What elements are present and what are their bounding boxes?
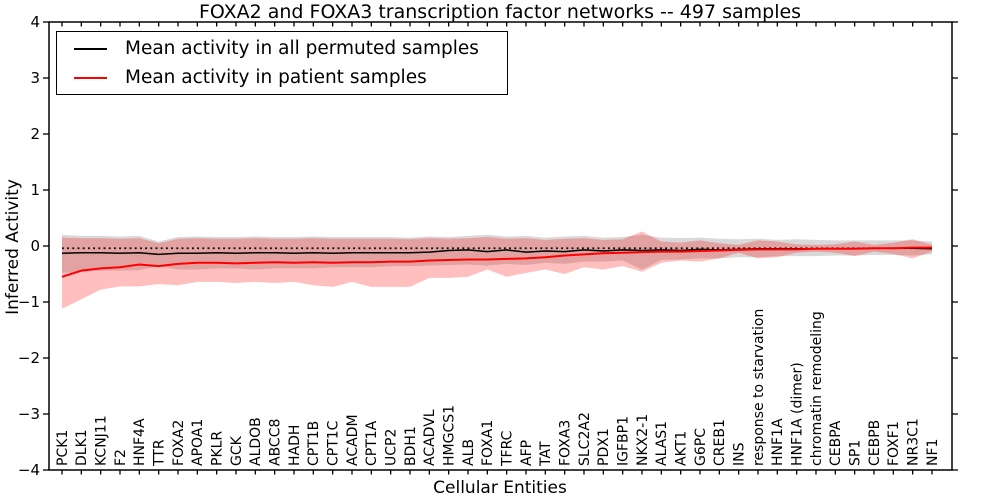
y-tick-label: 2 bbox=[30, 125, 40, 143]
y-axis-label: Inferred Activity bbox=[3, 179, 23, 315]
y-tick-label: 4 bbox=[30, 13, 40, 31]
x-tick-label: CREB1 bbox=[712, 419, 728, 466]
x-tick-label: TTR bbox=[151, 439, 167, 467]
y-tick-label: −3 bbox=[18, 405, 40, 423]
legend: Mean activity in all permuted samples Me… bbox=[56, 31, 508, 95]
x-tick-label: CPT1B bbox=[306, 421, 322, 466]
x-tick-label: PDX1 bbox=[596, 428, 612, 466]
legend-label-patient: Mean activity in patient samples bbox=[125, 67, 427, 88]
x-tick-label: NKX2-1 bbox=[635, 414, 651, 466]
x-tick-label: HNF1A bbox=[770, 418, 786, 466]
plot-frame bbox=[48, 21, 953, 471]
x-tick-label: SP1 bbox=[847, 440, 863, 466]
x-tick-label: AKT1 bbox=[673, 431, 689, 466]
x-tick-label: NR3C1 bbox=[905, 418, 921, 466]
y-tick-label: 3 bbox=[30, 69, 40, 87]
x-tick-label: TAT bbox=[538, 441, 554, 467]
x-tick-label: SLC2A2 bbox=[577, 412, 593, 466]
x-tick-label: UCP2 bbox=[383, 429, 399, 466]
legend-line-patient-icon bbox=[74, 76, 107, 79]
x-tick-label: NF1 bbox=[925, 439, 941, 466]
y-tick-label: 1 bbox=[30, 181, 40, 199]
x-tick-label: FOXA3 bbox=[557, 420, 573, 466]
x-axis-label: Cellular Entities bbox=[433, 478, 567, 498]
x-tick-label: FOXA2 bbox=[171, 420, 187, 466]
y-tick-label: −2 bbox=[18, 349, 40, 367]
x-tick-label: PCK1 bbox=[55, 430, 71, 466]
x-tick-label: GCK bbox=[229, 435, 245, 466]
x-tick-label: CPT1A bbox=[364, 420, 380, 466]
y-tick-label: 0 bbox=[30, 237, 40, 255]
y-tick-label: −4 bbox=[18, 461, 40, 479]
x-tick-label: CEBPA bbox=[828, 420, 844, 466]
x-tick-label: HADH bbox=[287, 425, 303, 466]
x-tick-label: APOA1 bbox=[190, 419, 206, 466]
line-patient-mean bbox=[61, 246, 932, 278]
x-tick-label: F2 bbox=[113, 449, 129, 466]
x-tick-label: HNF1A (dimer) bbox=[789, 362, 805, 466]
x-tick-label: CEBPB bbox=[867, 420, 883, 466]
x-tick-label: ALB bbox=[461, 439, 477, 466]
x-tick-label: G6PC bbox=[693, 428, 709, 466]
x-tick-label: ALDOB bbox=[248, 417, 264, 466]
x-tick-label: PKLR bbox=[209, 431, 225, 466]
x-tick-label: TFRC bbox=[499, 430, 515, 467]
y-tick-label: −1 bbox=[18, 293, 40, 311]
x-tick-label: response to starvation bbox=[751, 309, 767, 466]
x-tick-label: DLK1 bbox=[74, 429, 90, 466]
x-tick-label: HMGCS1 bbox=[441, 405, 457, 466]
x-tick-label: HNF4A bbox=[132, 418, 148, 466]
x-tick-label: FOXF1 bbox=[886, 421, 902, 466]
x-tick-label: FOXA1 bbox=[480, 420, 496, 466]
x-tick-label: AFP bbox=[519, 440, 535, 466]
x-tick-label: CPT1C bbox=[325, 420, 341, 466]
x-tick-label: ABCC8 bbox=[267, 419, 283, 466]
x-tick-label: INS bbox=[731, 442, 747, 466]
x-tick-label: IGFBP1 bbox=[615, 416, 631, 466]
legend-item-patient: Mean activity in patient samples bbox=[57, 63, 507, 92]
legend-item-permuted: Mean activity in all permuted samples bbox=[57, 34, 507, 63]
legend-line-permuted-icon bbox=[74, 47, 107, 50]
x-tick-label: chromatin remodeling bbox=[809, 311, 825, 466]
legend-label-permuted: Mean activity in all permuted samples bbox=[125, 38, 479, 59]
x-tick-label: BDH1 bbox=[403, 426, 419, 466]
x-tick-label: ALAS1 bbox=[654, 421, 670, 466]
chart-title: FOXA2 and FOXA3 transcription factor net… bbox=[198, 1, 802, 23]
x-tick-label: ACADVL bbox=[422, 409, 438, 466]
x-tick-label: ACADM bbox=[345, 414, 361, 466]
x-tick-label: KCNJ11 bbox=[93, 415, 109, 466]
